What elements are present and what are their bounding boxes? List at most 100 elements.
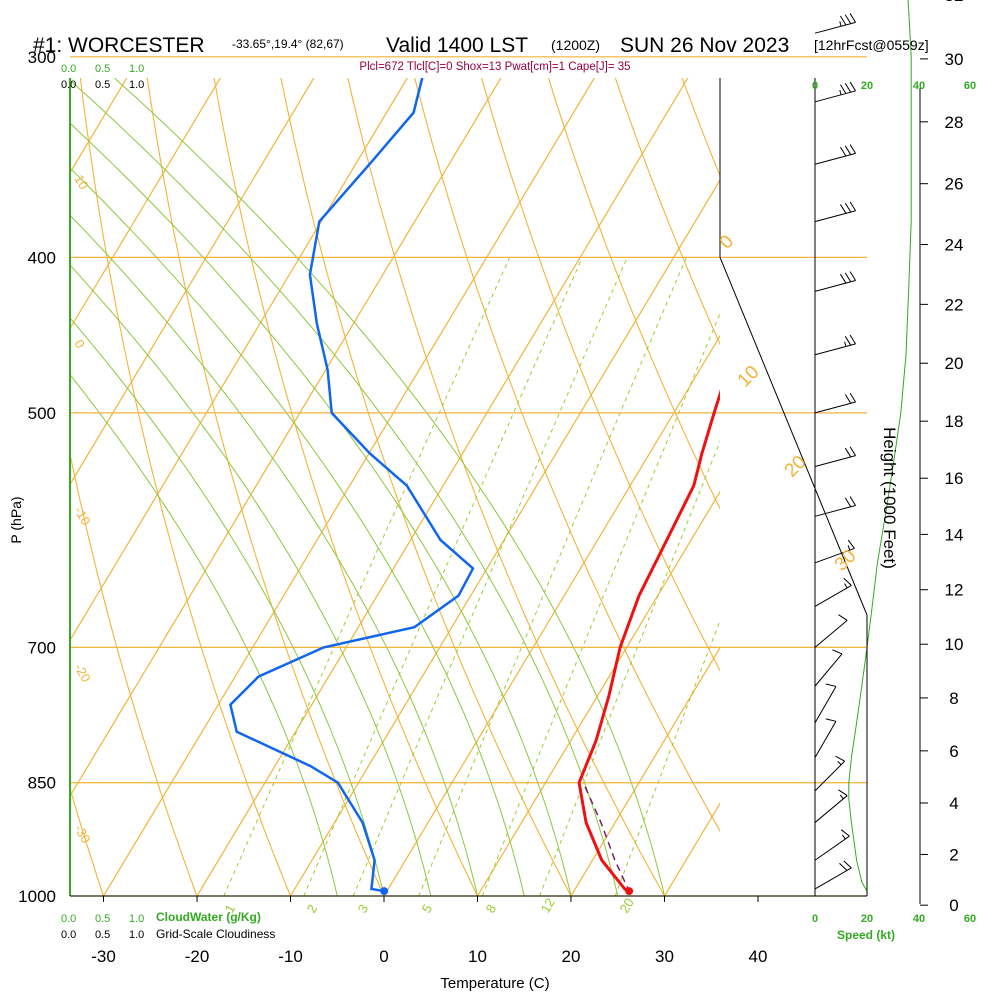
- height-tick-label: 24: [945, 236, 964, 255]
- adiabat-label: -20: [71, 661, 93, 685]
- height-tick-label: 18: [945, 412, 964, 431]
- mixing-ratio-label: 12: [538, 895, 558, 915]
- dry-adiabat-line: [0, 0, 115, 930]
- speed-tick-bottom: 60: [964, 913, 976, 925]
- height-tick-label: 16: [945, 469, 964, 488]
- surface-markers: [380, 887, 633, 895]
- wind-barb-halfflag: [840, 21, 841, 26]
- wind-barb-staff: [815, 654, 842, 686]
- isotherm-line: [852, 0, 1000, 896]
- x-tick-label: -20: [185, 947, 210, 966]
- dry-adiabat-line: [810, 0, 1000, 930]
- dry-adiabat-line: [0, 0, 20, 930]
- cloudiness-tick-bottom: 0.0: [61, 929, 76, 941]
- wind-barb: [815, 202, 856, 222]
- wind-barb-halfflag: [840, 90, 841, 95]
- height-tick-label: 14: [945, 525, 964, 544]
- mixing-ratio-label: 5: [419, 902, 436, 916]
- cloudwater-tick-top: 0.0: [61, 63, 76, 75]
- wind-barb-staff: [815, 22, 856, 33]
- cloudiness-tick-top: 0.0: [61, 79, 76, 91]
- x-axis-title: Temperature (C): [440, 975, 549, 992]
- wind-barb-flag: [850, 202, 855, 211]
- cloudiness-tick-bottom: 1.0: [129, 929, 144, 941]
- wind-barb-halfflag: [838, 761, 842, 765]
- moist-adiabat-line: [0, 0, 625, 930]
- x-tick-label: 40: [749, 947, 768, 966]
- cloudiness-tick-top: 0.5: [95, 79, 110, 91]
- surface-temperature-marker: [625, 887, 633, 895]
- wind-barb-flag: [845, 83, 850, 92]
- cloudwater-tick-bottom: 1.0: [129, 913, 144, 925]
- wind-barb: [815, 615, 847, 648]
- wind-barb-flag: [845, 394, 850, 403]
- wind-barb-flag: [840, 147, 845, 156]
- utc-time: (1200Z): [551, 37, 600, 53]
- mixing-ratio-label: 3: [355, 902, 372, 916]
- speed-tick-bottom: 40: [913, 913, 925, 925]
- wind-barb: [815, 335, 856, 355]
- wind-barb-flag: [845, 203, 850, 212]
- moist-adiabat-line: [0, 0, 391, 930]
- wind-barb-flag: [850, 393, 855, 402]
- isotherm-line: [0, 0, 496, 896]
- x-tick-label: -10: [278, 947, 303, 966]
- dry-adiabat-line: [685, 0, 1000, 930]
- wind-barb-flag: [839, 863, 847, 870]
- isotherm-line: [0, 0, 309, 896]
- wind-barb-flag: [845, 273, 850, 282]
- wind-barb-flag: [845, 498, 850, 507]
- adiabat-label: -10: [71, 504, 93, 528]
- cloudwater-title: CloudWater (g/Kg): [156, 910, 261, 924]
- cloudiness-tick-top: 1.0: [129, 79, 144, 91]
- wind-barb: [815, 497, 856, 517]
- height-tick-label: 20: [945, 354, 964, 373]
- pressure-tick-label: 850: [28, 774, 56, 793]
- pressure-tick-label: 1000: [18, 887, 56, 906]
- speed-tick-bottom: 0: [812, 913, 818, 925]
- height-tick-label: 28: [945, 113, 964, 132]
- adiabat-label: 0: [71, 337, 88, 351]
- isobar-lines: 2503004005007008501000: [18, 0, 867, 906]
- wind-barb-staff: [815, 836, 849, 860]
- wind-barb-flag: [840, 274, 845, 283]
- cloudwater-tick-top: 1.0: [129, 63, 144, 75]
- cloudwater-tick-top: 0.5: [95, 63, 110, 75]
- wind-barb-flag: [840, 204, 845, 213]
- adiabat-label: 10: [71, 172, 91, 192]
- thermo-background-lines: [0, 0, 1000, 930]
- wind-barb-flag: [840, 85, 845, 94]
- mixing-ratio-line: [353, 257, 627, 896]
- mixing-ratio-line: [224, 257, 510, 896]
- surface-dewpoint-marker: [380, 887, 388, 895]
- pressure-tick-label: 400: [28, 248, 56, 267]
- temperature-profile-line: [579, 0, 806, 891]
- height-axis-title: Height (1000 Feet): [880, 427, 899, 569]
- wind-barb-flag: [845, 146, 850, 155]
- wind-barb-flag: [845, 15, 850, 24]
- mixing-ratio-label: 2: [304, 902, 321, 916]
- cloudwater-tick-bottom: 0.0: [61, 913, 76, 925]
- wind-barb-halfflag: [845, 584, 848, 588]
- wind-barb-flag: [845, 448, 850, 457]
- wind-barb-halfflag: [845, 342, 846, 347]
- speed-tick-top: 60: [964, 80, 976, 92]
- wind-barb-flag: [850, 272, 855, 281]
- station-title: #1: WORCESTER: [33, 34, 205, 57]
- wind-barb-staff: [815, 505, 856, 516]
- height-tick-label: 4: [949, 794, 958, 813]
- wind-barb: [815, 578, 851, 606]
- isotherm-line: [478, 0, 1000, 896]
- mixing-ratio-label: 8: [483, 902, 500, 916]
- wind-barb: [815, 830, 849, 861]
- wind-barb-staff: [815, 868, 851, 889]
- x-tick-label: 0: [379, 947, 388, 966]
- wind-barb: [815, 861, 851, 889]
- wind-barb-flag: [850, 145, 855, 154]
- wind-barb-staff: [815, 761, 845, 791]
- wind-barb-halfflag: [842, 835, 845, 839]
- wind-barb: [815, 82, 856, 102]
- isotherm-line: [758, 0, 1000, 896]
